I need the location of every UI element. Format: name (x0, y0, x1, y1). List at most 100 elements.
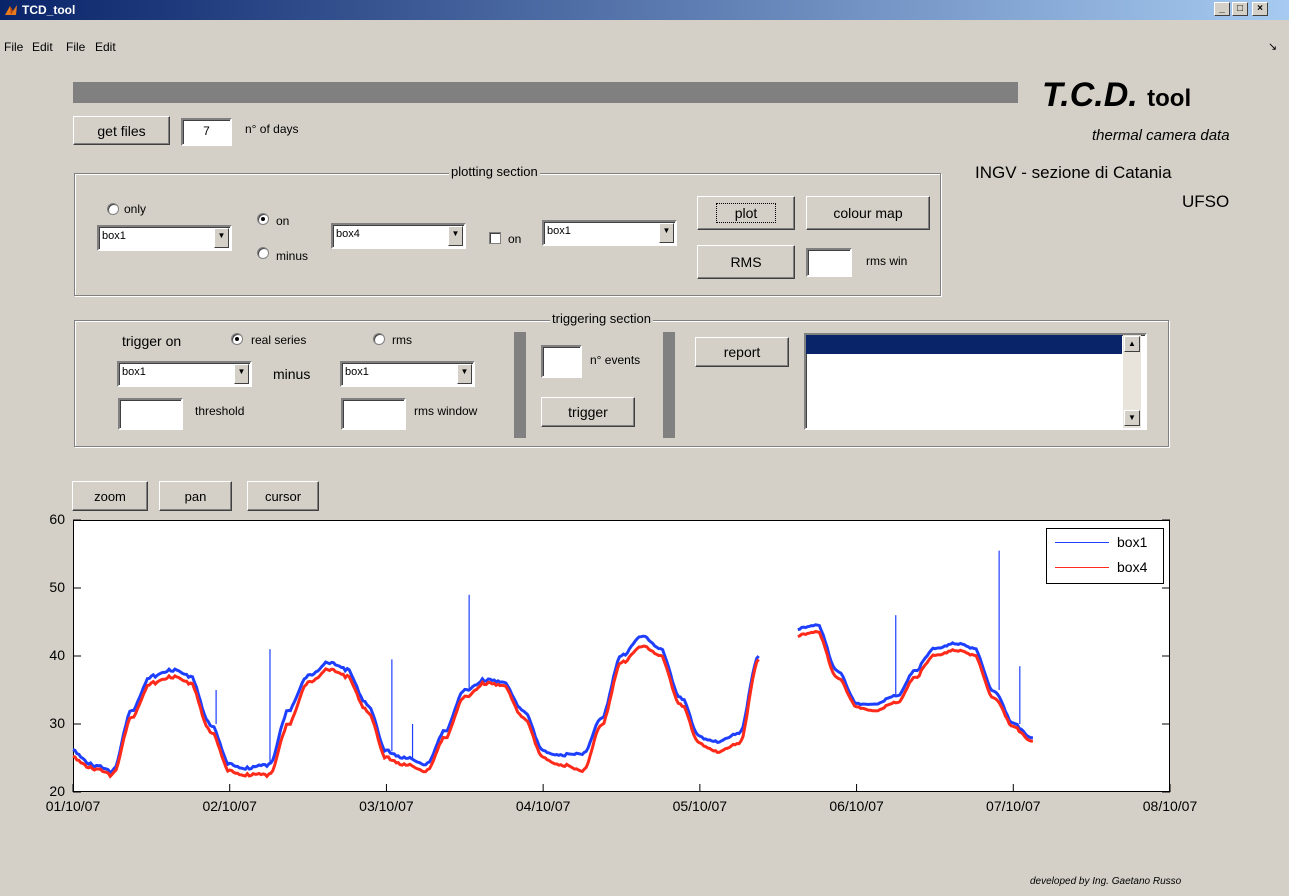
colour-map-button[interactable]: colour map (806, 196, 930, 230)
pan-label: pan (184, 488, 207, 504)
plot-select-3[interactable]: box1 ▼ (542, 220, 677, 246)
only-radio[interactable] (107, 203, 119, 215)
rms-win-label: rms win (866, 254, 908, 268)
get-files-button[interactable]: get files (73, 116, 170, 145)
plot-select-2[interactable]: box4 ▼ (331, 223, 466, 249)
x-tick-label: 02/10/07 (202, 798, 257, 814)
series-line-box4 (72, 644, 760, 779)
listbox-selected-row[interactable] (806, 335, 1122, 354)
menu-file-2[interactable]: File (66, 40, 86, 54)
events-listbox[interactable]: ▲ ▼ (804, 333, 1147, 430)
title-bar: TCD_tool _ □ × (0, 0, 1289, 20)
app-subtitle: thermal camera data (1092, 127, 1230, 144)
institute-label: INGV - sezione di Catania (975, 163, 1172, 182)
cursor-label: cursor (264, 488, 302, 504)
on-checkbox[interactable] (489, 232, 501, 244)
events-label: n° events (590, 353, 641, 367)
minus-label: minus (276, 249, 309, 263)
matlab-icon (4, 3, 18, 17)
menu-file[interactable]: File (4, 40, 24, 54)
zoom-button[interactable]: zoom (72, 481, 148, 511)
divider-bar (514, 332, 526, 438)
y-tick-label: 30 (49, 715, 65, 731)
trigger-select-2-value: box1 (345, 366, 369, 378)
legend-line-box1 (1055, 542, 1109, 543)
plot-button[interactable]: plot (697, 196, 795, 230)
series-line-box1 (72, 634, 760, 776)
real-series-label: real series (251, 333, 307, 347)
rms-button[interactable]: RMS (697, 245, 795, 279)
colour-map-label: colour map (833, 205, 903, 221)
days-label: n° of days (245, 122, 299, 136)
minimize-button[interactable]: _ (1214, 2, 1230, 16)
chevron-down-icon[interactable]: ▼ (234, 364, 249, 384)
dock-arrow-icon[interactable]: ↘ (1268, 41, 1278, 53)
trigger-on-label: trigger on (122, 333, 182, 349)
plot-select-1-value: box1 (102, 230, 126, 242)
menu-edit-2[interactable]: Edit (95, 40, 116, 54)
chevron-down-icon[interactable]: ▼ (659, 223, 674, 243)
x-tick-label: 07/10/07 (986, 798, 1041, 814)
x-tick-label: 03/10/07 (359, 798, 414, 814)
plot-select-1[interactable]: box1 ▼ (97, 225, 232, 251)
trigger-select-1-value: box1 (122, 366, 146, 378)
scroll-down-icon[interactable]: ▼ (1124, 410, 1140, 426)
on-checkbox-label: on (508, 232, 522, 246)
rms-window-input[interactable] (341, 398, 406, 430)
rms-radio[interactable] (373, 333, 385, 345)
legend-line-box4 (1055, 567, 1109, 568)
triggering-section-title: triggering section (550, 311, 653, 326)
minus-radio[interactable] (257, 247, 269, 259)
on-label: on (276, 214, 290, 228)
threshold-input[interactable] (118, 398, 183, 430)
threshold-label: threshold (195, 404, 245, 418)
app-title-suffix: tool (1147, 85, 1192, 112)
plot-select-2-value: box4 (336, 228, 360, 240)
rms-radio-label: rms (392, 333, 412, 347)
get-files-label: get files (97, 122, 146, 139)
scroll-up-icon[interactable]: ▲ (1124, 336, 1140, 352)
report-label: report (723, 344, 761, 360)
chevron-down-icon[interactable]: ▼ (457, 364, 472, 384)
real-series-radio[interactable] (231, 333, 243, 345)
series-line-box1 (797, 623, 1033, 740)
x-tick-label: 01/10/07 (45, 798, 101, 814)
window-title: TCD_tool (22, 3, 76, 17)
series-line-box4 (797, 630, 1033, 743)
y-tick-label: 20 (49, 783, 65, 799)
trigger-select-1[interactable]: box1 ▼ (117, 361, 252, 387)
chevron-down-icon[interactable]: ▼ (214, 228, 229, 248)
trigger-minus-label: minus (273, 366, 311, 382)
zoom-label: zoom (94, 488, 126, 504)
menu-edit[interactable]: Edit (32, 40, 53, 54)
rms-win-input[interactable] (806, 248, 852, 277)
trigger-button[interactable]: trigger (541, 397, 635, 427)
on-radio[interactable] (257, 213, 269, 225)
unit-label: UFSO (1182, 192, 1230, 211)
x-tick-label: 08/10/07 (1142, 798, 1198, 814)
plotting-section-title: plotting section (449, 164, 540, 179)
rms-label: RMS (730, 254, 762, 270)
chevron-down-icon[interactable]: ▼ (448, 226, 463, 246)
cursor-button[interactable]: cursor (247, 481, 319, 511)
trigger-select-2[interactable]: box1 ▼ (340, 361, 475, 387)
y-tick-label: 60 (49, 511, 65, 527)
x-tick-label: 04/10/07 (515, 798, 571, 814)
app-title: T.C.D. tool (1042, 76, 1191, 115)
y-tick-label: 50 (49, 579, 65, 595)
maximize-button[interactable]: □ (1232, 2, 1248, 16)
plot-label: plot (715, 203, 777, 223)
status-bar (73, 82, 1018, 103)
close-button[interactable]: × (1252, 2, 1268, 16)
legend-label-box1: box1 (1117, 534, 1148, 550)
events-input[interactable] (541, 345, 582, 378)
rms-window-label: rms window (414, 404, 478, 418)
days-input[interactable]: 7 (181, 118, 232, 146)
listbox-scrollbar[interactable] (1123, 335, 1141, 428)
chart-legend: box1 box4 (1046, 528, 1164, 584)
legend-label-box4: box4 (1117, 559, 1148, 575)
x-tick-label: 06/10/07 (829, 798, 884, 814)
pan-button[interactable]: pan (159, 481, 232, 511)
report-button[interactable]: report (695, 337, 789, 367)
